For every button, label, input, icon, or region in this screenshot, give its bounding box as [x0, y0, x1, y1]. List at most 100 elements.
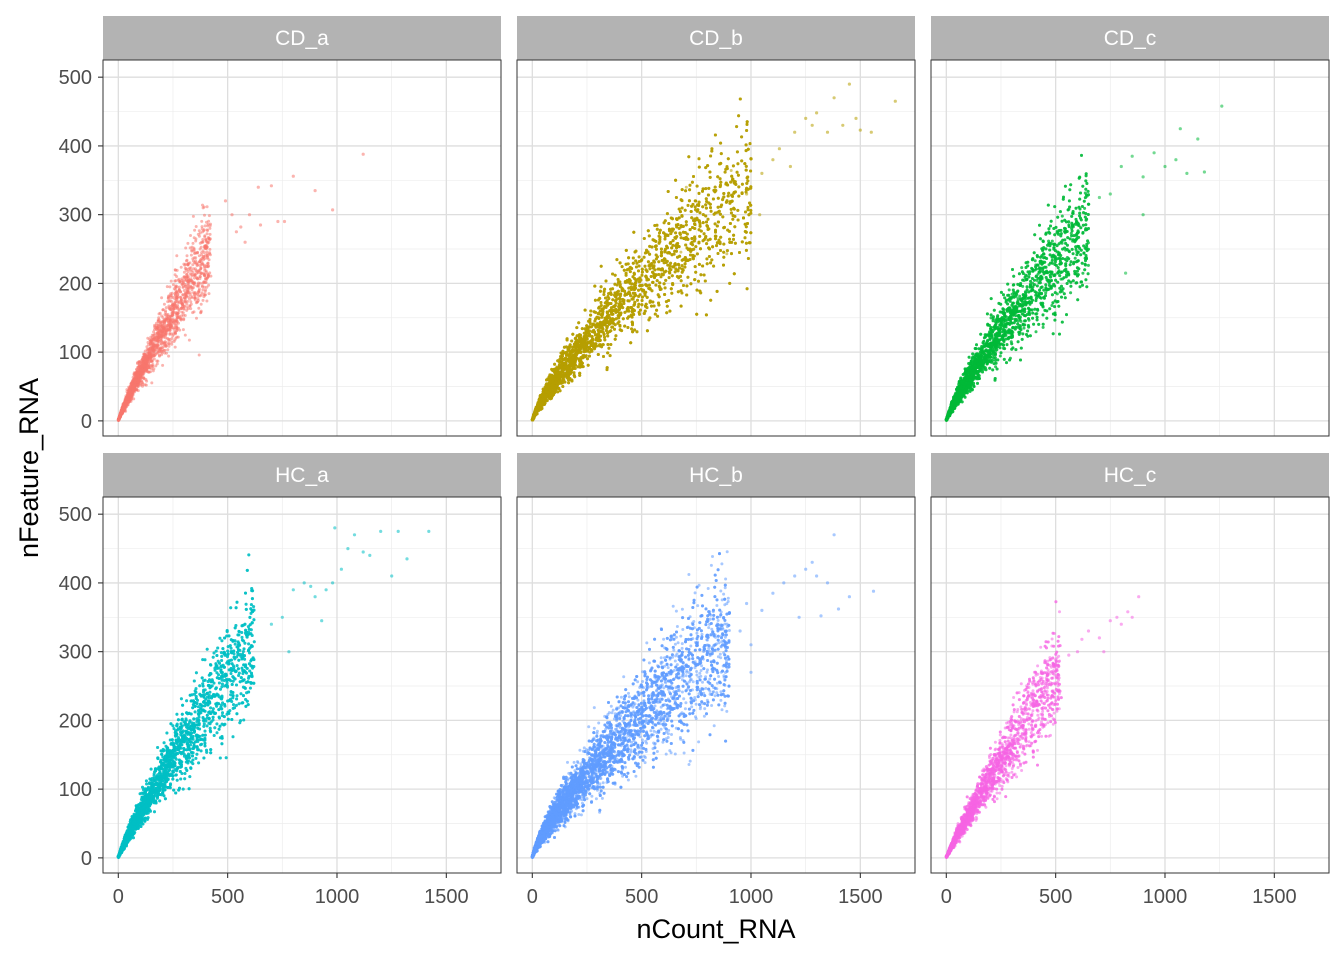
scatter-point — [173, 345, 177, 349]
scatter-point — [193, 228, 197, 232]
scatter-point — [141, 361, 145, 365]
scatter-point — [176, 335, 180, 339]
scatter-point — [147, 349, 151, 353]
scatter-point — [133, 384, 137, 387]
scatter-point — [152, 357, 156, 361]
scatter-point — [205, 250, 209, 254]
scatter-point — [208, 253, 212, 257]
panel-cd-a-points — [116, 152, 365, 422]
scatter-point — [185, 258, 189, 262]
scatter-point — [203, 268, 207, 272]
scatter-point — [179, 265, 183, 269]
scatter-point — [174, 284, 178, 288]
scatter-point — [156, 326, 159, 330]
scatter-point — [197, 353, 201, 357]
scatter-point — [195, 251, 198, 255]
scatter-point — [196, 282, 200, 286]
scatter-point — [190, 295, 194, 299]
scatter-point — [152, 330, 156, 334]
scatter-point — [118, 415, 122, 419]
scatter-point — [186, 267, 190, 271]
scatter-point — [169, 323, 173, 327]
scatter-point — [185, 254, 189, 258]
scatter-point — [189, 300, 193, 304]
scatter-point — [207, 214, 211, 218]
scatter-point — [196, 232, 200, 236]
scatter-point — [204, 288, 208, 292]
scatter-point — [182, 289, 186, 292]
scatter-point — [186, 288, 190, 292]
scatter-point — [193, 296, 197, 300]
scatter-point — [206, 255, 210, 259]
scatter-point-outlier — [247, 213, 252, 217]
scatter-point — [150, 381, 154, 385]
scatter-point — [198, 277, 202, 281]
scatter-point — [193, 267, 197, 271]
scatter-point — [189, 234, 192, 237]
scatter-point — [190, 249, 194, 253]
scatter-point — [191, 311, 195, 315]
scatter-point — [183, 263, 187, 267]
scatter-point — [195, 316, 198, 320]
scatter-point — [202, 251, 206, 255]
panel-cd-a-background — [102, 59, 502, 437]
scatter-point — [189, 253, 193, 257]
scatter-point — [684, 185, 688, 189]
scatter-point — [167, 344, 171, 348]
scatter-point — [199, 258, 203, 262]
panel-cd-a: CD_a — [102, 16, 502, 437]
scatter-point — [203, 224, 207, 228]
scatter-point — [180, 310, 184, 314]
scatter-point — [167, 299, 171, 303]
scatter-point — [198, 269, 202, 272]
scatter-point — [208, 232, 212, 236]
scatter-point — [156, 332, 160, 336]
scatter-point — [203, 235, 207, 239]
scatter-point — [145, 354, 149, 358]
strip-cd-b-label: CD_b — [689, 27, 743, 50]
scatter-point — [141, 381, 145, 385]
scatter-point — [148, 354, 152, 358]
scatter-point — [167, 342, 171, 346]
scatter-point-outlier — [269, 184, 273, 188]
scatter-point — [173, 330, 177, 334]
scatter-point — [122, 407, 126, 411]
scatter-point — [162, 302, 166, 306]
scatter-point — [162, 334, 166, 338]
scatter-point — [179, 299, 183, 303]
panel-cd-b-background — [516, 59, 916, 437]
scatter-point — [190, 286, 194, 290]
scatter-point-outlier — [258, 223, 263, 227]
scatter-point — [171, 311, 175, 315]
scatter-point — [205, 299, 209, 303]
scatter-point — [170, 340, 174, 344]
scatter-point — [185, 273, 189, 277]
scatter-point — [175, 305, 179, 309]
scatter-point — [177, 316, 181, 320]
scatter-point — [183, 333, 187, 337]
scatter-point — [151, 350, 155, 353]
scatter-point — [164, 306, 168, 310]
scatter-point — [163, 341, 166, 345]
scatter-point — [171, 283, 175, 287]
scatter-point — [177, 301, 181, 305]
scatter-point — [171, 334, 175, 338]
scatter-point — [180, 277, 184, 281]
scatter-point — [158, 349, 161, 353]
scatter-point — [199, 302, 203, 306]
scatter-point — [201, 240, 205, 244]
scatter-point — [199, 309, 203, 313]
scatter-point — [200, 253, 203, 257]
scatter-point-outlier — [282, 219, 287, 224]
scatter-point — [187, 295, 190, 299]
scatter-point — [207, 219, 211, 223]
scatter-point — [129, 395, 133, 398]
scatter-point — [175, 311, 179, 315]
scatter-point — [165, 285, 169, 289]
scatter-point — [148, 338, 152, 341]
scatter-point — [195, 277, 199, 281]
scatter-point — [152, 354, 156, 358]
scatter-point — [181, 328, 185, 332]
scatter-point — [160, 314, 164, 318]
panel-cd-a-gridlines — [103, 60, 501, 436]
